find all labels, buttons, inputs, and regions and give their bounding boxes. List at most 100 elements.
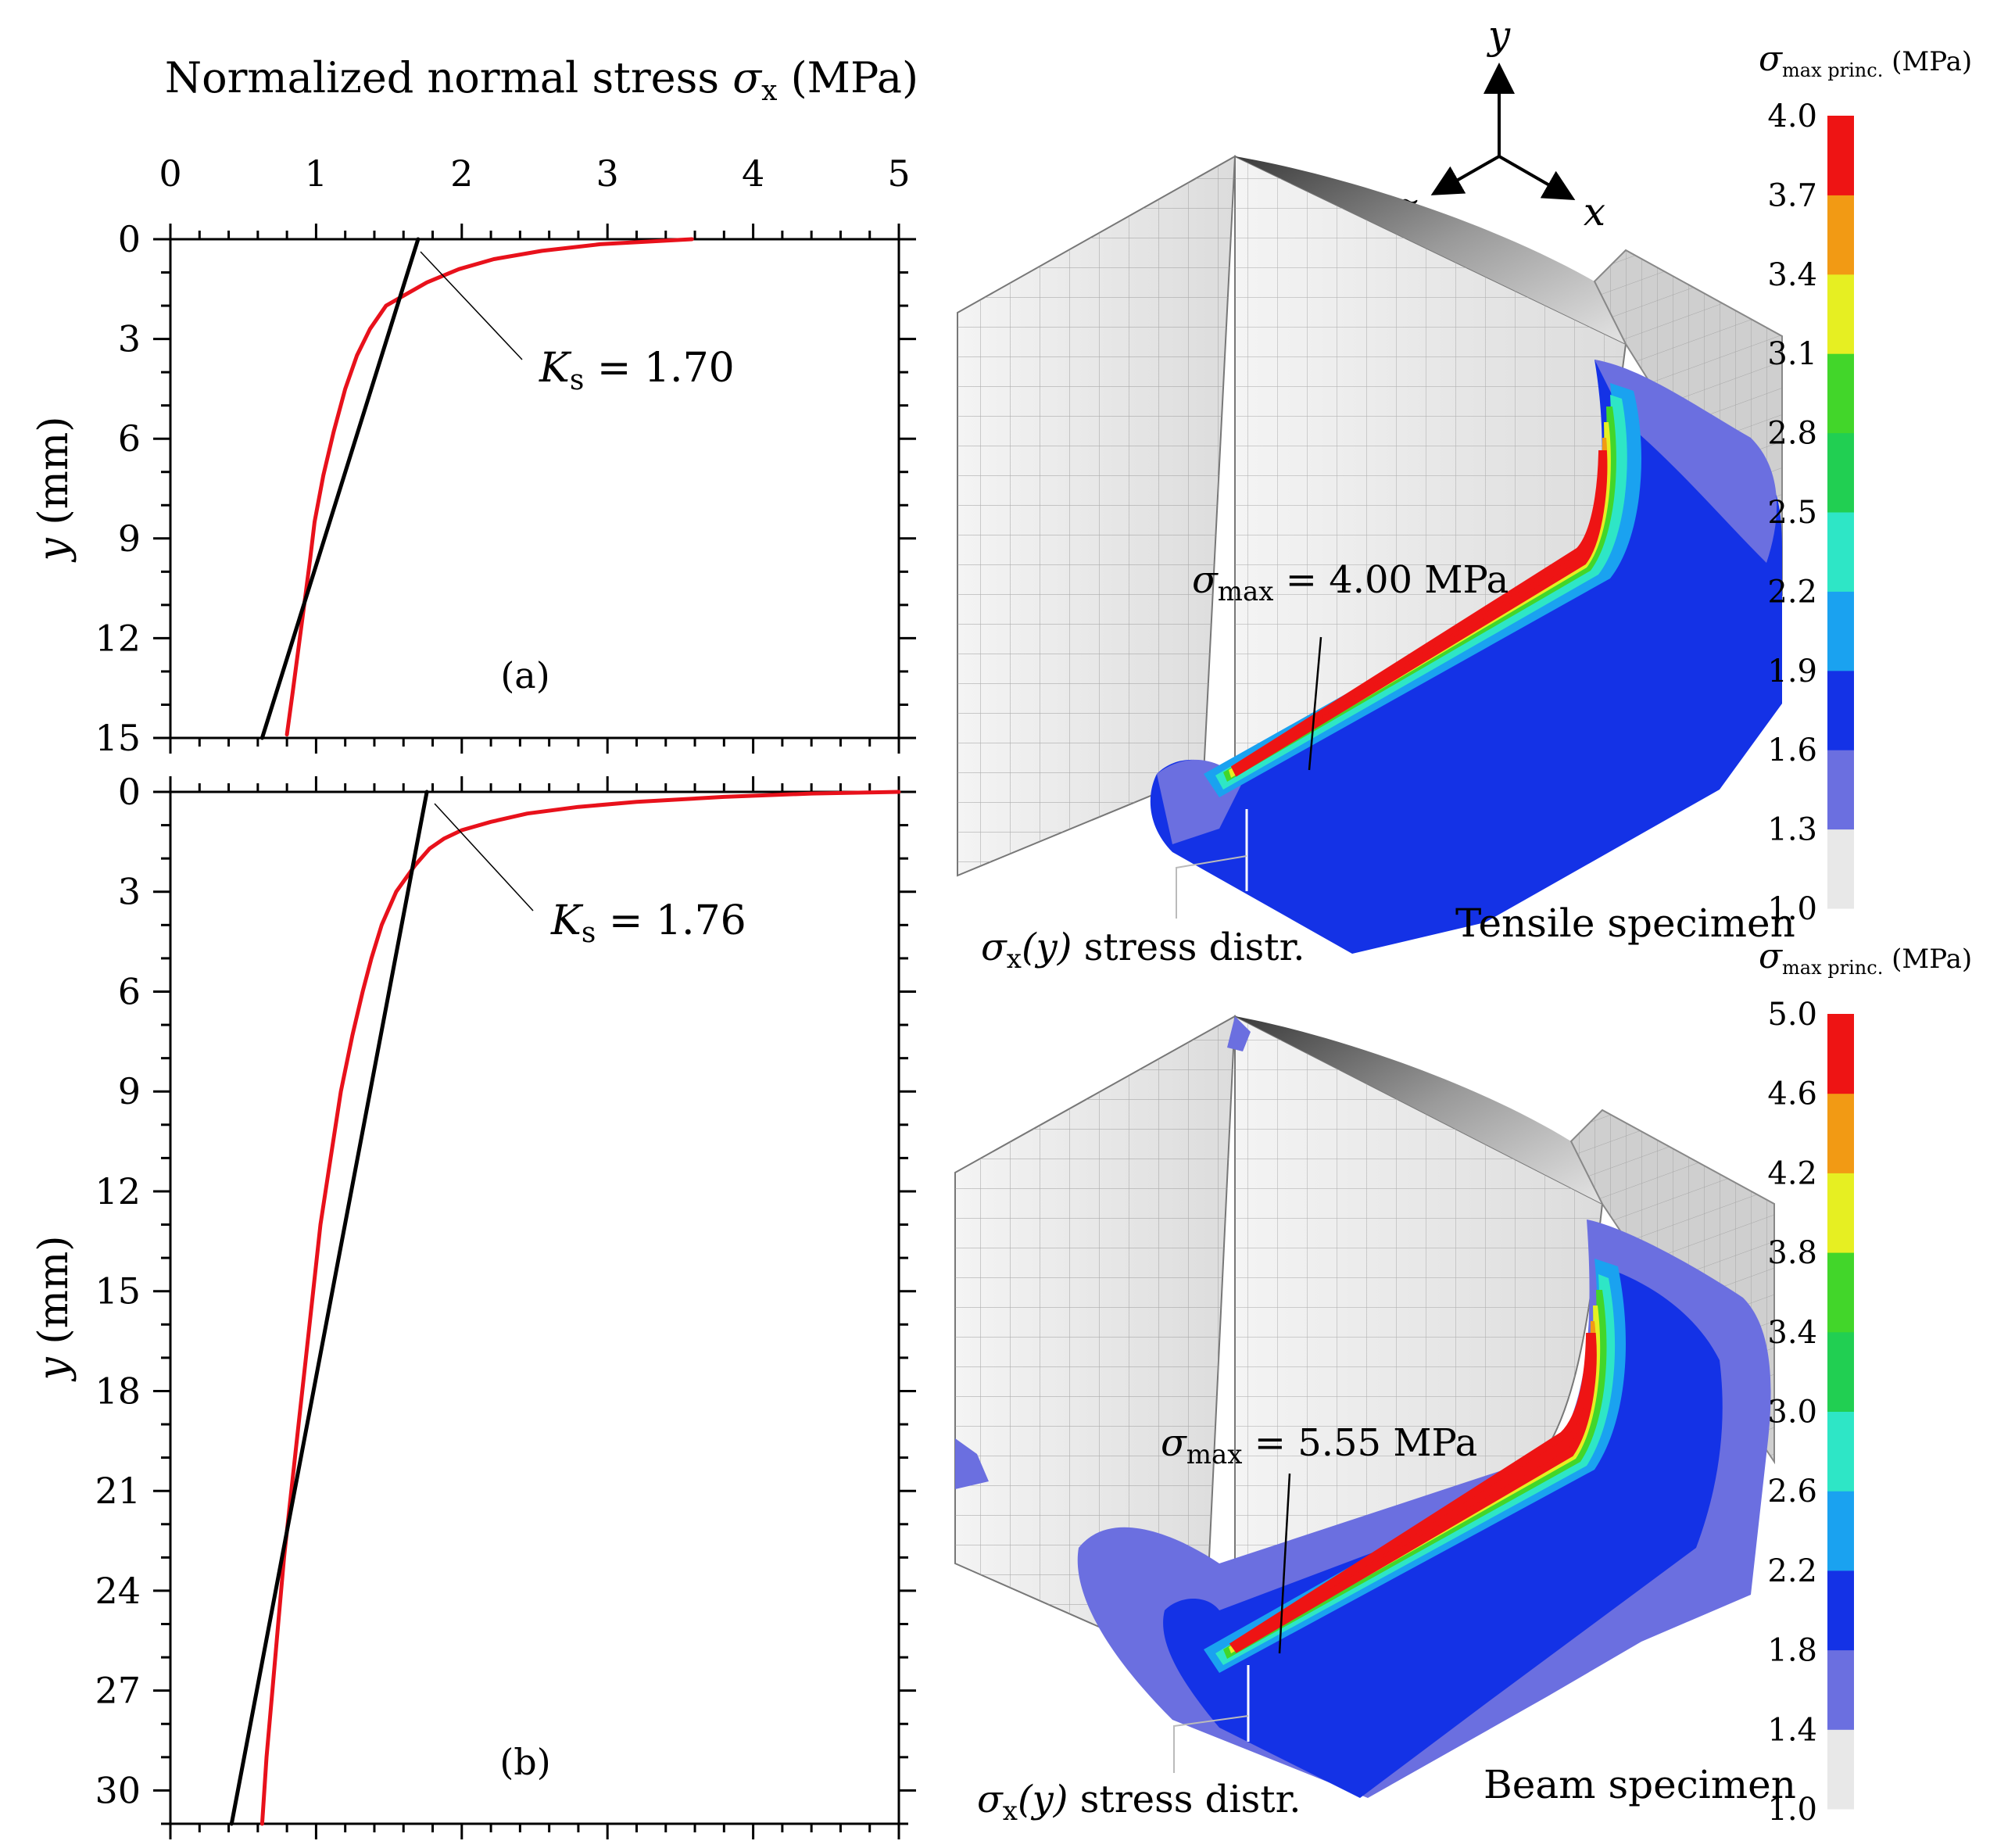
tensile-sigma-leader [1308, 636, 1322, 771]
beam-dark-cone [1235, 1016, 1602, 1204]
beam-stress-distr-label: σx(y) stress distr. [977, 1778, 1301, 1827]
colorbar-tick-label: 3.4 [1767, 1315, 1817, 1351]
colorbar-tick-label: 1.9 [1767, 654, 1817, 689]
colorbar-cell [1827, 750, 1854, 830]
beam-sigma-leader [1278, 1473, 1291, 1654]
panel-a-frame [169, 238, 900, 740]
colorbar-cell [1827, 274, 1854, 354]
panel-b-y-tick-label-3: 3 [118, 871, 141, 913]
beam-top-mesh [1235, 1016, 1602, 1673]
panel-b-y-tick-label-30: 30 [95, 1769, 141, 1811]
colorbar-tick-label: 2.2 [1767, 574, 1817, 610]
beam-distr-leader [1173, 1715, 1249, 1773]
panel-b-label: (b) [499, 1741, 550, 1783]
colorbar-tick-label: 4.6 [1767, 1076, 1817, 1112]
colorbar-cell [1827, 1331, 1854, 1412]
panel-b-ylabel: y (mm) [30, 1235, 77, 1381]
tensile-left-mesh [957, 156, 1235, 876]
colorbar-beam-title: σmax princ. (MPa) [1759, 937, 1972, 979]
axis-triad: y z x [1396, 13, 1605, 235]
colorbar-tensile-title: σmax princ. (MPa) [1759, 39, 1972, 81]
tensile-band-red [1230, 450, 1608, 777]
tensile-sigma-max: σmax = 4.00 MPa [1192, 558, 1509, 607]
chart-panel-a: 0 3 6 9 12 15 Ks = 1.70 (a) y (mm) [30, 218, 916, 759]
panel-b-y-tick-label-9: 9 [118, 1070, 141, 1112]
tensile-light-blue-region [1594, 360, 1777, 563]
triad-z-arrow [1430, 155, 1500, 195]
panel-a-y-tick-label-6: 6 [118, 417, 141, 460]
colorbar-cell [1827, 591, 1854, 672]
panel-b-y-tick-label-15: 15 [95, 1270, 141, 1313]
chart-panel-b: 0 3 6 9 12 15 18 21 24 27 30 Ks = 1.76 (b) y (mm) [30, 771, 916, 1839]
panel-a-ks-annotation: Ks = 1.70 [539, 345, 735, 396]
x-tick-label-4: 4 [742, 152, 764, 195]
panel-b-y-tick-label-27: 27 [95, 1670, 141, 1712]
colorbar-tick-label: 3.8 [1767, 1235, 1817, 1271]
beam-specimen-label: Beam specimen [1484, 1762, 1796, 1807]
colorbar-cell [1827, 116, 1854, 195]
fe-model-tensile: σmax = 4.00 MPa σx(y) stress distr. Tens… [957, 155, 1795, 975]
colorbar-cell [1827, 1014, 1854, 1094]
colorbar-tick-label: 1.4 [1767, 1712, 1817, 1748]
colorbar-tensile: σmax princ. (MPa) 4.0 3.7 3.4 3.1 2.8 2.5 2.2 1… [1759, 39, 1972, 927]
colorbar-tick-label: 2.6 [1767, 1474, 1817, 1510]
x-tick-label-1: 1 [305, 152, 327, 195]
beam-left-mesh [955, 1016, 1235, 1673]
beam-blue-spot [1227, 1016, 1251, 1051]
panel-a-y-tick-label-3: 3 [118, 318, 141, 360]
colorbar-cell [1827, 670, 1854, 750]
beam-band-red [1229, 1333, 1597, 1653]
panel-a-ks-leader [420, 251, 523, 360]
colorbar-cell [1827, 512, 1854, 592]
colorbar-cell [1827, 1173, 1854, 1253]
panel-b-y-tick-label-18: 18 [95, 1370, 141, 1412]
tensile-distr-leader [1176, 855, 1247, 919]
panel-a-series-fe-stress [285, 237, 694, 737]
x-tick-label-5: 5 [887, 152, 910, 195]
colorbar-cell [1827, 1491, 1854, 1571]
top-axis-title: Normalized normal stress σx (MPa) [165, 53, 918, 107]
colorbar-cell [1827, 1093, 1854, 1173]
colorbar-tick-label: 1.6 [1767, 732, 1817, 768]
tensile-top-mesh [1235, 156, 1626, 782]
tensile-stress-distr-label: σx(y) stress distr. [981, 926, 1305, 975]
colorbar-tick-label: 1.0 [1767, 891, 1817, 927]
panel-b-series-linear-fit [229, 790, 429, 1826]
panel-b-y-tick-label-6: 6 [118, 970, 141, 1012]
panel-a-label: (a) [500, 654, 549, 697]
colorbar-cell [1827, 195, 1854, 275]
tensile-specimen-label: Tensile specimen [1455, 901, 1795, 946]
colorbar-cell [1827, 1649, 1854, 1730]
panel-b-ks-leader [434, 803, 534, 911]
colorbar-tick-label: 2.5 [1767, 495, 1817, 531]
triad-y-label: y [1487, 13, 1511, 58]
panel-a-ylabel: y (mm) [30, 416, 77, 562]
x-tick-label-3: 3 [596, 152, 619, 195]
triad-x-arrow [1498, 155, 1576, 200]
x-tick-labels: 0 1 2 3 4 5 [159, 152, 910, 195]
fe-model-beam: σmax = 5.55 MPa σx(y) stress distr. Beam… [954, 1015, 1796, 1827]
panel-b-series-fe-stress [259, 790, 901, 1826]
colorbar-cell [1827, 829, 1854, 909]
tensile-dark-cone [1235, 156, 1626, 344]
panel-b-frame [169, 790, 900, 1825]
colorbar-cell [1827, 432, 1854, 513]
colorbar-tick-label: 1.8 [1767, 1633, 1817, 1669]
panel-a-y-tick-label-0: 0 [118, 218, 141, 260]
panel-a-y-tick-label-15: 15 [95, 717, 141, 759]
colorbar-tick-label: 4.2 [1767, 1155, 1817, 1191]
panel-b-y-tick-label-12: 12 [95, 1170, 141, 1212]
panel-a-series-linear-fit [259, 237, 421, 740]
panel-b-ks-annotation: Ks = 1.76 [550, 897, 746, 949]
colorbar-tick-label: 3.7 [1767, 177, 1817, 213]
colorbar-tick-label: 1.0 [1767, 1792, 1817, 1828]
colorbar-tick-label: 5.0 [1767, 997, 1817, 1033]
colorbar-tick-label: 3.1 [1767, 336, 1817, 372]
colorbar-beam: σmax princ. (MPa) 5.0 4.6 4.2 3.8 3.4 3.0 2.6 2… [1759, 937, 1972, 1828]
triad-x-label: x [1584, 189, 1605, 235]
beam-blue-edge [955, 1438, 989, 1489]
panel-a-y-tick-label-12: 12 [95, 617, 141, 659]
colorbar-tick-label: 2.2 [1767, 1553, 1817, 1589]
colorbar-tick-label: 3.0 [1767, 1395, 1817, 1431]
